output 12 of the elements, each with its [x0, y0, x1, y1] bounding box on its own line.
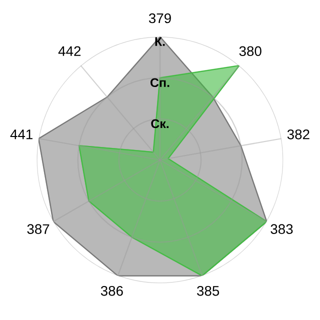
- spoke-label: 382: [287, 129, 310, 140]
- spoke-label: 386: [100, 286, 123, 296]
- spoke-label: 383: [270, 224, 293, 234]
- y-tick-label: Ск.: [151, 119, 169, 128]
- y-tick-label: Сп.: [150, 78, 170, 88]
- spoke-label: 380: [239, 46, 262, 56]
- spoke-label: 387: [27, 224, 50, 234]
- spoke-label: 379: [148, 13, 171, 24]
- spoke-label: 385: [197, 286, 220, 296]
- spoke-label: 441: [10, 130, 32, 140]
- y-tick-label: К.: [155, 37, 165, 46]
- spoke-label: 442: [58, 46, 81, 56]
